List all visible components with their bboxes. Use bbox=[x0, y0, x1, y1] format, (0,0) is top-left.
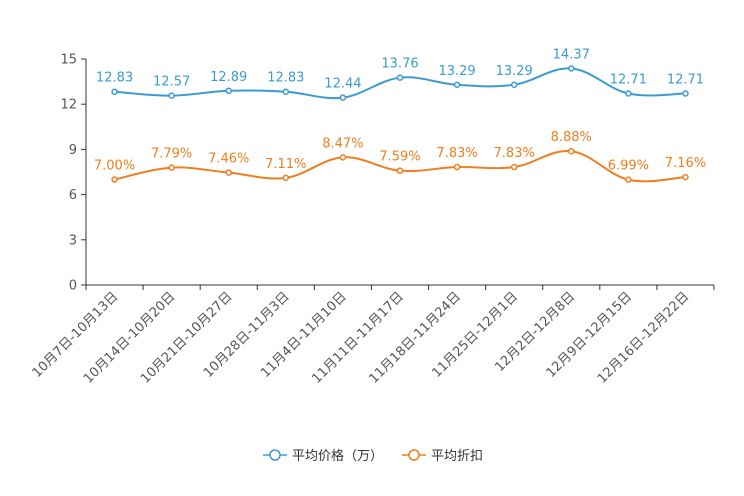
data-label: 12.83 bbox=[267, 71, 304, 86]
data-label: 6.99% bbox=[608, 159, 649, 174]
data-point bbox=[168, 92, 175, 99]
series-line-1 bbox=[114, 67, 686, 100]
data-point bbox=[625, 176, 632, 183]
data-label: 13.29 bbox=[438, 64, 475, 79]
data-label: 7.83% bbox=[494, 146, 535, 161]
data-label: 7.59% bbox=[379, 150, 420, 165]
data-point bbox=[510, 81, 518, 89]
data-label: 14.37 bbox=[553, 47, 590, 62]
y-tick-label: 0 bbox=[69, 279, 77, 294]
data-point bbox=[453, 163, 461, 171]
data-point bbox=[111, 176, 118, 183]
data-point bbox=[682, 90, 689, 97]
data-label: 12.44 bbox=[324, 77, 361, 92]
data-label: 7.00% bbox=[94, 159, 135, 174]
data-point bbox=[682, 173, 689, 181]
data-point bbox=[282, 88, 290, 95]
data-point bbox=[339, 154, 347, 161]
data-label: 7.83% bbox=[436, 146, 477, 161]
data-label: 8.47% bbox=[322, 136, 363, 151]
y-tick-label: 3 bbox=[69, 233, 77, 248]
data-point bbox=[225, 169, 232, 176]
axes: 0369121510月7日-10月13日10月14日-10月20日10月21日-… bbox=[30, 53, 715, 387]
data-point bbox=[168, 164, 175, 171]
legend-item-1[interactable]: 平均价格（万） bbox=[263, 448, 383, 464]
data-point bbox=[111, 88, 118, 95]
data-labels: 12.83 12.57 12.89 12.83 12.44 13.76 13.29 13.29… bbox=[94, 47, 706, 173]
legend-circle-marker bbox=[269, 449, 281, 461]
data-label: 7.46% bbox=[208, 152, 249, 167]
y-tick-label: 6 bbox=[69, 188, 77, 203]
data-point bbox=[396, 74, 404, 81]
data-point bbox=[396, 167, 404, 174]
data-label: 13.29 bbox=[496, 64, 533, 79]
data-label: 12.57 bbox=[153, 75, 190, 90]
data-label: 12.71 bbox=[667, 73, 704, 88]
legend-label: 平均折扣 bbox=[431, 449, 483, 464]
series-points bbox=[111, 65, 689, 183]
data-label: 12.83 bbox=[96, 71, 133, 86]
data-point bbox=[225, 87, 232, 95]
legend-item-2[interactable]: 平均折扣 bbox=[402, 449, 483, 464]
data-point bbox=[568, 147, 575, 155]
data-point bbox=[282, 174, 290, 182]
y-tick-label: 9 bbox=[69, 143, 77, 158]
data-label: 12.89 bbox=[210, 70, 247, 85]
legend-label: 平均价格（万） bbox=[292, 448, 383, 464]
y-tick-label: 12 bbox=[60, 98, 77, 113]
y-tick-label: 15 bbox=[60, 53, 77, 68]
data-label: 8.88% bbox=[551, 130, 592, 145]
data-point bbox=[453, 81, 461, 89]
data-label: 12.71 bbox=[610, 73, 647, 88]
data-label: 7.11% bbox=[265, 157, 306, 172]
data-point bbox=[568, 65, 575, 72]
data-label: 7.16% bbox=[665, 156, 706, 171]
data-point bbox=[625, 90, 632, 97]
legend: 平均价格（万） 平均折扣 bbox=[263, 448, 483, 464]
data-label: 7.79% bbox=[151, 147, 192, 162]
data-point bbox=[339, 94, 347, 101]
legend-circle-marker bbox=[408, 449, 420, 461]
data-label: 13.76 bbox=[381, 57, 418, 72]
data-point bbox=[510, 163, 518, 171]
